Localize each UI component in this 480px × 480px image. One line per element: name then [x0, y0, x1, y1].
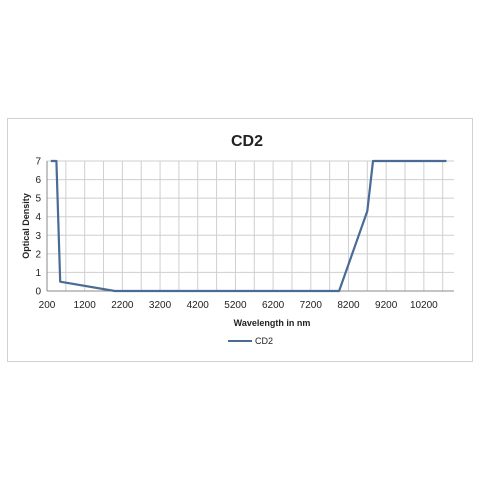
x-axis-label: Wavelength in nm [234, 318, 311, 328]
x-tick-label: 5200 [224, 300, 247, 311]
chart-title: CD2 [231, 133, 263, 150]
x-tick-label: 200 [39, 300, 56, 311]
x-tick-label: 10200 [410, 300, 438, 311]
y-tick-label: 6 [35, 175, 41, 186]
x-tick-label: 3200 [149, 300, 172, 311]
y-tick-label: 3 [35, 231, 41, 242]
y-tick-label: 7 [35, 157, 41, 168]
legend-label-cd2: CD2 [255, 336, 273, 346]
x-tick-label: 9200 [375, 300, 398, 311]
y-tick-label: 4 [35, 212, 41, 223]
x-tick-label: 7200 [300, 300, 323, 311]
y-tick-label: 0 [35, 287, 41, 298]
x-tick-label: 8200 [337, 300, 360, 311]
y-tick-label: 5 [35, 194, 41, 205]
legend: CD2 [228, 336, 273, 346]
x-tick-label: 2200 [111, 300, 134, 311]
series-layer [50, 159, 447, 293]
y-tick-label: 2 [35, 249, 41, 260]
grid [46, 160, 454, 292]
axes [46, 161, 454, 292]
y-tick-label: 1 [35, 268, 41, 279]
x-tick-label: 6200 [262, 300, 285, 311]
chart-frame: CD2 0 1 2 3 4 5 6 7 200 1200 2200 3200 4200 5200 6200 7… [7, 118, 473, 362]
x-tick-label: 1200 [74, 300, 97, 311]
x-tick-label: 4200 [187, 300, 210, 311]
series-line-cd2 [50, 159, 447, 293]
y-axis-label: Optical Density [21, 193, 31, 259]
